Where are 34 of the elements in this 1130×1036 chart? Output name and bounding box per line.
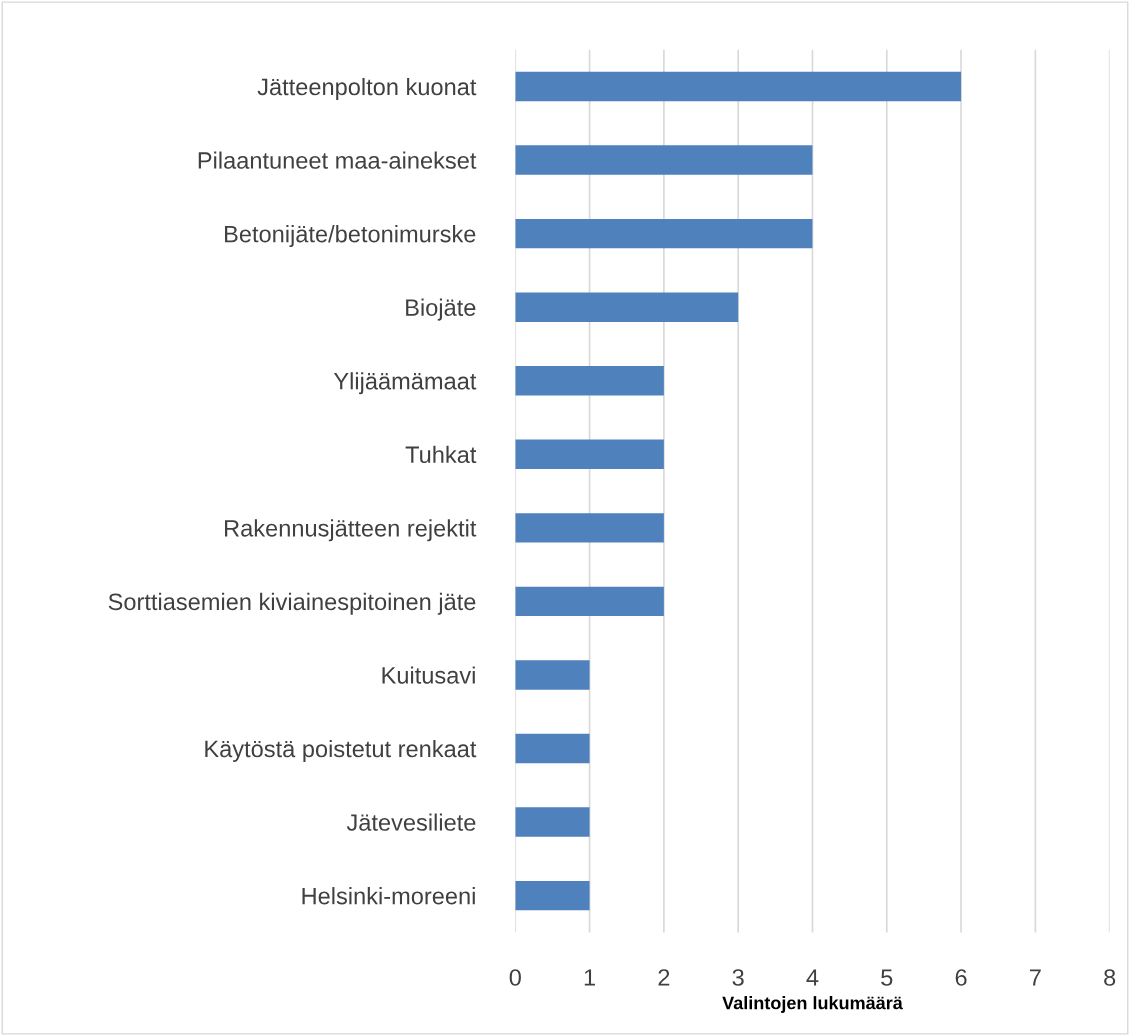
x-tick-label: 7 — [1030, 969, 1041, 986]
bar — [515, 218, 813, 249]
x-axis-title: Valintojen lukumäärä — [722, 996, 903, 1013]
y-tick-label: Käytöstä poistetut renkaat — [205, 739, 477, 762]
x-tick-label: 6 — [955, 969, 967, 986]
x-tick-label: 4 — [806, 969, 819, 986]
y-tick-label: Ylijäämämaat — [333, 372, 477, 395]
bar — [515, 292, 739, 322]
y-tick-label: Rakennusjätteen rejektit — [225, 519, 477, 542]
bar — [515, 439, 664, 469]
y-tick-label: Biojäte — [406, 298, 476, 321]
y-tick-label: Tuhkat — [405, 445, 477, 464]
y-tick-label: Sorttiasemien kiviainespitoinen jäte — [108, 592, 476, 615]
bar — [515, 660, 590, 690]
bar — [515, 733, 590, 764]
bar — [515, 807, 590, 837]
bar — [515, 71, 962, 102]
y-tick-label: Kuitusavi — [382, 666, 475, 684]
bar — [515, 586, 664, 617]
bar — [515, 145, 813, 175]
y-tick-label: Pilaantuneet maa-ainekset — [198, 151, 477, 169]
x-tick-label: 0 — [509, 969, 521, 986]
y-tick-label: Jätteenpolton kuonat — [257, 77, 477, 100]
y-tick-label: Helsinki-moreeni — [302, 887, 475, 905]
y-tick-label: Betonijäte/betonimurske — [225, 225, 476, 248]
bar — [515, 366, 664, 396]
x-tick-label: 3 — [732, 969, 744, 986]
x-tick-label: 8 — [1104, 969, 1116, 986]
x-tick-label: 1 — [584, 969, 595, 986]
y-tick-label: Jätevesiliete — [346, 813, 476, 831]
bar — [515, 880, 590, 911]
x-tick-label: 2 — [658, 969, 670, 986]
x-tick-label: 5 — [881, 969, 893, 986]
bar — [515, 513, 664, 543]
